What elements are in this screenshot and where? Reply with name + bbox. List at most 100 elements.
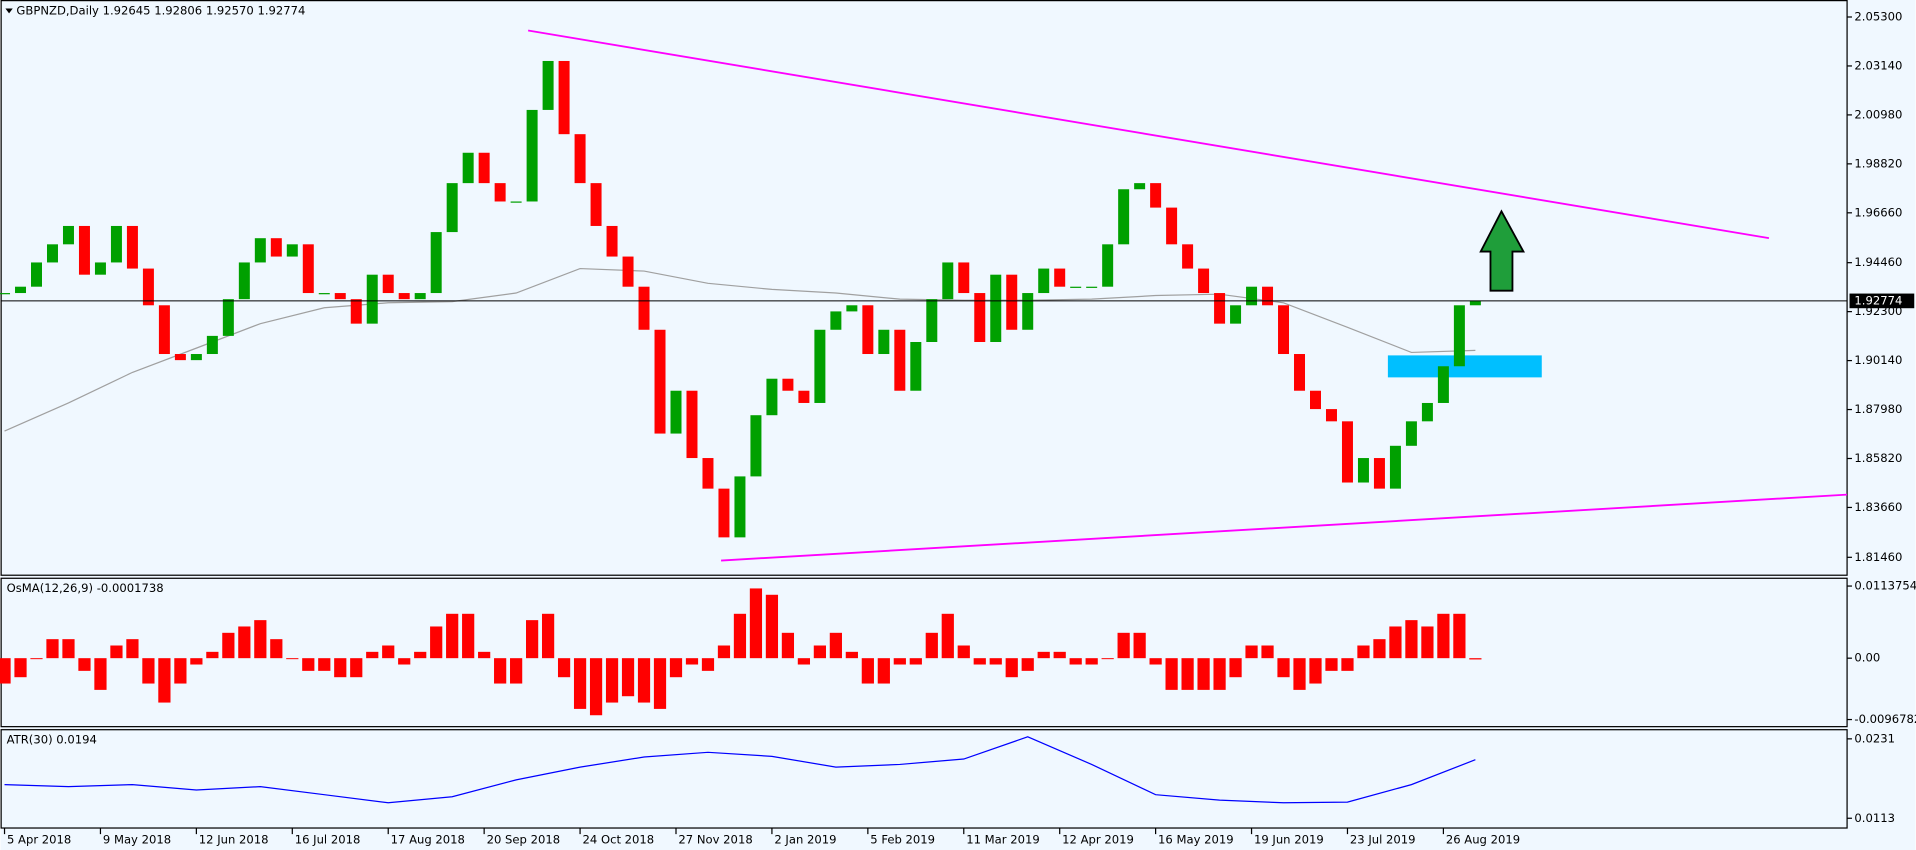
candle — [702, 458, 714, 489]
histogram-bar — [1389, 626, 1402, 659]
candle — [910, 342, 922, 391]
histogram-bar — [909, 658, 922, 665]
histogram-bar — [781, 632, 795, 659]
y-tick-label: 0.0113 — [1854, 811, 1895, 825]
candle — [798, 390, 810, 403]
candle — [478, 152, 490, 184]
histogram-bar — [382, 645, 395, 659]
candle — [926, 299, 938, 343]
histogram-bar — [685, 658, 699, 665]
y-tick-label: 0.00 — [1854, 651, 1880, 665]
marks: GBPNZD,Daily 1.92645 1.92806 1.92570 1.9… — [0, 3, 1916, 847]
candle — [126, 225, 138, 269]
candle — [1325, 409, 1337, 422]
histogram-bar — [717, 645, 731, 659]
candle — [414, 293, 426, 300]
candle — [366, 274, 378, 324]
histogram-bar — [829, 632, 842, 659]
histogram-bar — [334, 658, 347, 678]
candle — [1070, 286, 1082, 288]
candle — [158, 305, 170, 355]
candle — [766, 378, 778, 416]
histogram-bar — [749, 588, 763, 659]
histogram-bar — [733, 613, 747, 659]
y-tick-label: 2.03140 — [1854, 58, 1902, 72]
candle — [894, 329, 906, 391]
candle — [1246, 286, 1258, 306]
y-tick-label: 1.83660 — [1854, 500, 1902, 514]
price-panel — [0, 0, 1848, 576]
candle — [430, 232, 442, 294]
x-tick-label: 16 May 2019 — [1158, 833, 1234, 847]
candle — [462, 152, 474, 184]
candle — [398, 293, 410, 300]
candle — [510, 201, 522, 203]
histogram-bar — [1085, 658, 1098, 665]
candle — [638, 286, 650, 330]
x-tick-label: 16 Jul 2018 — [295, 833, 361, 847]
candle — [1357, 458, 1369, 483]
histogram-bar — [813, 645, 826, 659]
histogram-bar — [1053, 651, 1066, 659]
histogram-bar — [1133, 632, 1146, 659]
candle — [750, 415, 762, 477]
histogram-bar — [126, 639, 139, 659]
histogram-bar — [941, 613, 954, 659]
histogram-bar — [557, 658, 571, 678]
candle — [318, 293, 330, 295]
histogram-bar — [765, 594, 779, 659]
candle — [1421, 402, 1433, 422]
histogram-bar — [1149, 658, 1162, 665]
y-tick-label: 1.98820 — [1854, 156, 1902, 170]
candle — [590, 183, 602, 226]
upper-trendline — [527, 29, 1770, 240]
histogram-bar — [1341, 658, 1354, 671]
histogram-bar — [989, 658, 1002, 665]
candle — [1262, 286, 1274, 306]
y-tick-label: 0.0113754 — [1854, 579, 1916, 593]
candle — [1294, 354, 1306, 391]
osma-panel — [0, 577, 1848, 728]
histogram-bar — [621, 658, 635, 697]
candle — [1134, 183, 1146, 190]
histogram-bar — [1101, 658, 1114, 660]
candle — [0, 293, 11, 295]
histogram-bar — [701, 658, 715, 671]
histogram-bar — [110, 645, 123, 659]
candle — [1437, 366, 1449, 403]
atr-panel — [0, 729, 1848, 829]
histogram-bar — [1437, 613, 1450, 659]
candle — [686, 390, 698, 459]
histogram-bar — [973, 658, 986, 665]
candle — [302, 244, 314, 294]
histogram-bar — [1165, 658, 1178, 690]
support-zone — [1387, 355, 1542, 378]
histogram-bar — [1021, 658, 1034, 671]
candle — [286, 244, 298, 257]
panel-title: ATR(30) 0.0194 — [7, 733, 97, 747]
x-tick-label: 5 Apr 2018 — [7, 833, 71, 847]
candle — [1389, 445, 1401, 489]
candle — [878, 329, 890, 355]
histogram-bar — [526, 620, 539, 659]
histogram-bar — [893, 658, 906, 665]
histogram-bar — [158, 658, 171, 703]
candle — [718, 488, 730, 538]
histogram-bar — [350, 658, 363, 678]
candle — [1469, 300, 1481, 306]
candle — [1182, 244, 1194, 269]
histogram-bar — [446, 613, 459, 659]
x-tick-label: 11 Mar 2019 — [966, 833, 1040, 847]
panel-title: OsMA(12,26,9) -0.0001738 — [7, 581, 164, 595]
candle — [862, 305, 874, 355]
histogram-bar — [318, 658, 331, 671]
histogram-bar — [174, 658, 187, 684]
candle — [142, 268, 154, 306]
histogram-bar — [877, 658, 890, 684]
x-tick-label: 2 Jan 2019 — [774, 833, 836, 847]
histogram-bar — [1005, 658, 1018, 678]
x-tick-label: 24 Oct 2018 — [583, 833, 655, 847]
x-tick-label: 17 Aug 2018 — [391, 833, 465, 847]
x-tick-label: 26 Aug 2019 — [1446, 833, 1520, 847]
